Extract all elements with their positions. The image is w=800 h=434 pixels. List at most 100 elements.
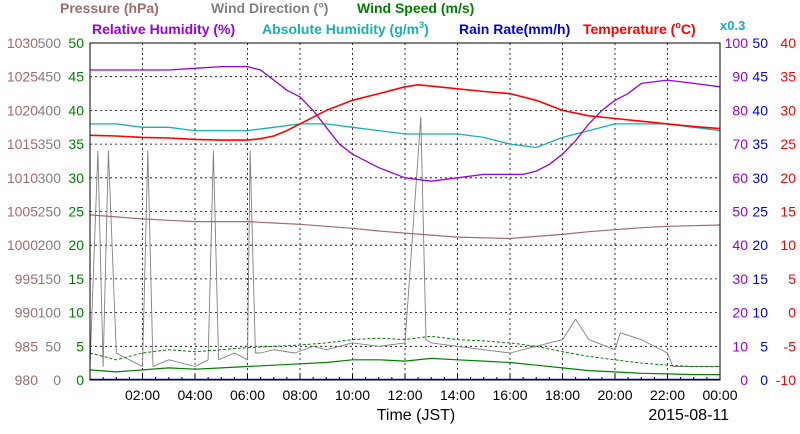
pressure-tick-label: 995	[15, 271, 39, 287]
wind_direction-tick-label: 0	[53, 372, 61, 388]
relative_humidity-tick-label: 0	[740, 372, 748, 388]
series-temperature	[89, 84, 721, 141]
grid	[90, 43, 720, 380]
series-pressure	[89, 214, 721, 240]
wind_direction-tick-label: 50	[45, 338, 61, 354]
wind_speed-tick-label: 35	[68, 136, 84, 152]
x-tick-label: 08:00	[282, 387, 317, 403]
x-axis: 02:00 04:00 06:00 08:00 10:00 12:00 14:00 16:00…	[125, 387, 738, 403]
plot-frame	[89, 42, 721, 381]
relative_humidity-tick-label: 10	[732, 338, 748, 354]
legend-absolute-humidity: Absolute Humidity (g/m3)	[262, 20, 429, 37]
temperature-tick-label: 40	[780, 35, 796, 51]
pressure-tick-label: 1025	[7, 69, 38, 85]
rain_rate-tick-label: 30	[752, 170, 768, 186]
x-tick-label: 04:00	[177, 387, 212, 403]
legend-pressure: Pressure (hPa)	[60, 0, 159, 16]
x-tick-label: 02:00	[125, 387, 160, 403]
pressure-tick-label: 1030	[7, 35, 38, 51]
wind_speed-tick-label: 10	[68, 305, 84, 321]
relative_humidity-tick-label: 40	[732, 237, 748, 253]
wind_direction-tick-label: 250	[38, 204, 62, 220]
wind_direction-tick-label: 350	[38, 136, 62, 152]
wind_direction-tick-label: 400	[38, 102, 62, 118]
temperature-tick-label: -5	[784, 338, 797, 354]
wind_speed-tick-label: 0	[76, 372, 84, 388]
temperature-tick-label: 25	[780, 136, 796, 152]
x-tick-label: 16:00	[492, 387, 527, 403]
x-tick-label: 00:00	[702, 387, 737, 403]
series-wind-speed	[89, 357, 720, 376]
relative_humidity-tick-label: 60	[732, 170, 748, 186]
pressure-tick-label: 1000	[7, 237, 38, 253]
wind_direction-tick-label: 300	[38, 170, 62, 186]
wind_speed-tick-label: 30	[68, 170, 84, 186]
wind_direction-tick-label: 150	[38, 271, 62, 287]
wind_direction-tick-label: 500	[38, 35, 62, 51]
x-axis-label: Time (JST)	[377, 407, 456, 424]
x-tick-label: 18:00	[545, 387, 580, 403]
legend-relative-humidity: Relative Humidity (%)	[92, 21, 235, 37]
temperature-tick-label: 30	[780, 102, 796, 118]
temperature-tick-label: 15	[780, 204, 796, 220]
temperature-tick-label: 0	[788, 305, 796, 321]
pressure-tick-label: 1005	[7, 204, 38, 220]
relative_humidity-tick-label: 90	[732, 69, 748, 85]
legend-multiplier: x0.3	[720, 18, 745, 33]
legend-temperature: Temperature (oC)	[583, 20, 696, 37]
pressure-tick-label: 985	[15, 338, 39, 354]
legend-wind-direction: Wind Direction (°)	[211, 0, 328, 16]
pressure-tick-label: 1015	[7, 136, 38, 152]
pressure-tick-label: 990	[15, 305, 39, 321]
rain_rate-tick-label: 25	[752, 204, 768, 220]
series-relative-humidity	[90, 65, 721, 182]
x-tick-label: 22:00	[650, 387, 685, 403]
rain_rate-tick-label: 5	[760, 338, 768, 354]
series-wind-speed	[89, 335, 720, 367]
wind_speed-tick-label: 40	[68, 102, 84, 118]
rain_rate-tick-label: 45	[752, 69, 768, 85]
x-tick-label: 20:00	[597, 387, 632, 403]
wind_speed-tick-label: 20	[68, 237, 84, 253]
date-label: 2015-08-11	[648, 407, 729, 424]
temperature-tick-label: -10	[776, 372, 796, 388]
x-tick-label: 12:00	[387, 387, 422, 403]
series-relative-humidity	[90, 123, 721, 149]
legend-wind-speed: Wind Speed (m/s)	[357, 0, 474, 16]
wind_speed-tick-label: 45	[68, 69, 84, 85]
rain_rate-tick-label: 0	[760, 372, 768, 388]
right-axes: 1009080706050403020100504540353025201510…	[725, 35, 797, 388]
temperature-tick-label: 20	[780, 170, 796, 186]
series-wind-direction	[89, 116, 720, 367]
x-tick-label: 06:00	[230, 387, 265, 403]
relative_humidity-tick-label: 100	[725, 35, 749, 51]
pressure-tick-label: 980	[15, 372, 39, 388]
wind_speed-tick-label: 15	[68, 271, 84, 287]
relative_humidity-tick-label: 80	[732, 102, 748, 118]
relative_humidity-tick-label: 50	[732, 204, 748, 220]
rain_rate-tick-label: 20	[752, 237, 768, 253]
legend-rain-rate: Rain Rate(mm/h)	[459, 21, 570, 37]
rain_rate-tick-label: 35	[752, 136, 768, 152]
rain_rate-tick-label: 15	[752, 271, 768, 287]
left-axes: 1030102510201015101010051000995990985980…	[7, 35, 84, 388]
relative_humidity-tick-label: 30	[732, 271, 748, 287]
temperature-tick-label: 5	[788, 271, 796, 287]
wind_direction-tick-label: 200	[38, 237, 62, 253]
temperature-tick-label: 10	[780, 237, 796, 253]
pressure-tick-label: 1010	[7, 170, 38, 186]
pressure-tick-label: 1020	[7, 102, 38, 118]
relative_humidity-tick-label: 70	[732, 136, 748, 152]
rain_rate-tick-label: 10	[752, 305, 768, 321]
relative_humidity-tick-label: 20	[732, 305, 748, 321]
wind_direction-tick-label: 450	[38, 69, 62, 85]
wind_speed-tick-label: 5	[76, 338, 84, 354]
x-tick-label: 14:00	[440, 387, 475, 403]
legend: Pressure (hPa) Wind Direction (°) Wind S…	[60, 0, 745, 37]
wind_speed-tick-label: 25	[68, 204, 84, 220]
wind_speed-tick-label: 50	[68, 35, 84, 51]
x-tick-label: 10:00	[335, 387, 370, 403]
rain_rate-tick-label: 50	[752, 35, 768, 51]
wind_direction-tick-label: 100	[38, 305, 62, 321]
